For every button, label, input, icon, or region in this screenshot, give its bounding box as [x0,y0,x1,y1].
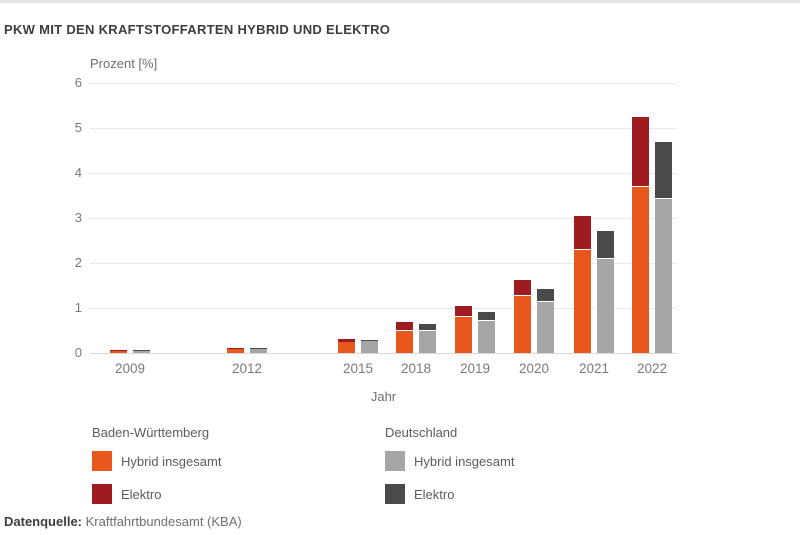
legend-item: Elektro [385,484,514,504]
bar-bw-hybrid-2018 [396,331,413,353]
bar-de-hybrid-2015 [361,340,378,353]
bar-bw-hybrid-2012 [227,348,244,353]
bar-bw-hybrid-2022 [632,186,649,353]
x-axis-title: Jahr [370,389,397,404]
data-source: Datenquelle: Kraftfahrtbundesamt (KBA) [4,514,242,529]
gridline [90,128,677,129]
gridline [90,173,677,174]
legend-column-deutschland: Deutschland Hybrid insgesamt Elektro [385,425,514,517]
bar-de-elektro-2015 [361,339,378,341]
bar-bw-elektro-2021 [574,215,591,250]
bar-bw-elektro-2020 [514,280,531,296]
y-tick-label: 2 [74,255,82,270]
bar-bw-hybrid-2021 [574,249,591,353]
bar-de-hybrid-2022 [655,198,672,353]
orange-square-swatch [92,451,112,471]
y-tick-label: 4 [74,165,82,180]
legend-header: Baden-Württemberg [92,425,210,440]
bar-bw-hybrid-2009 [110,350,127,353]
x-tick-label: 2022 [636,361,668,376]
y-tick-label: 0 [74,345,82,360]
bar-de-hybrid-2020 [537,301,554,353]
x-tick-label: 2012 [231,361,263,376]
gridline [90,218,677,219]
gridline [90,263,677,264]
legend-item-label: Elektro [414,486,455,502]
bar-de-elektro-2020 [537,289,554,302]
plot-area: Jahr 0 1 2 3 4 5 6 2009 2012 2015 2018 2019 2020 2021… [75,75,677,404]
bar-de-hybrid-2009 [133,350,150,353]
bar-de-hybrid-2012 [250,348,267,353]
bar-bw-elektro-2022 [632,116,649,187]
x-tick-label: 2018 [400,361,432,376]
y-tick-label: 3 [74,210,82,225]
legend-item-label: Hybrid insgesamt [414,453,515,469]
bar-de-hybrid-2019 [478,320,495,353]
bar-bw-elektro-2019 [455,305,472,317]
y-tick-label: 1 [74,300,82,315]
data-source-label: Datenquelle: [4,514,83,529]
x-tick-label: 2009 [114,361,146,376]
x-tick-label: 2020 [518,361,550,376]
legend-item: Hybrid insgesamt [385,451,514,471]
gridline [90,308,677,309]
legend-item: Elektro [92,484,221,504]
top-divider [0,0,800,3]
dark-red-square-swatch [92,484,112,504]
bar-de-elektro-2018 [419,324,436,331]
data-source-text: Kraftfahrtbundesamt (KBA) [85,514,242,529]
chart-title: PKW MIT DEN KRAFTSTOFFARTEN HYBRID UND E… [4,22,391,37]
x-tick-label: 2021 [578,361,610,376]
gray-square-swatch [385,451,405,471]
y-tick-label: 5 [74,120,82,135]
y-tick-label: 6 [74,75,82,90]
bar-bw-hybrid-2020 [514,295,531,353]
legend-item-label: Elektro [121,486,162,502]
x-tick-label: 2019 [459,361,491,376]
bar-bw-hybrid-2015 [338,341,355,353]
legend-header: Deutschland [385,425,458,440]
bar-bw-elektro-2018 [396,321,413,332]
bar-bw-hybrid-2019 [455,317,472,353]
x-axis-line [90,353,677,354]
legend-column-baden-wuerttemberg: Baden-Württemberg Hybrid insgesamt Elekt… [92,425,221,517]
bar-de-elektro-2019 [478,311,495,321]
y-axis-title: Prozent [%] [90,56,158,71]
bar-de-elektro-2021 [597,230,614,259]
bar-de-elektro-2022 [655,141,672,199]
legend-item-label: Hybrid insgesamt [121,453,222,469]
bar-bw-elektro-2015 [338,339,355,342]
dark-gray-square-swatch [385,484,405,504]
legend-item: Hybrid insgesamt [92,451,221,471]
x-tick-label: 2015 [342,361,374,376]
gridline [90,83,677,84]
bar-de-hybrid-2018 [419,330,436,353]
bar-de-hybrid-2021 [597,258,614,353]
